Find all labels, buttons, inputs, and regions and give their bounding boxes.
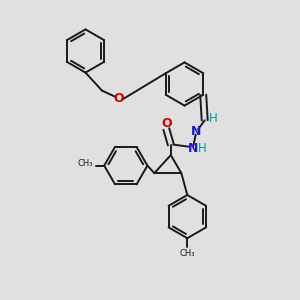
- Text: O: O: [161, 117, 172, 130]
- Text: H: H: [209, 112, 218, 125]
- Text: H: H: [198, 142, 207, 155]
- Text: N: N: [188, 142, 199, 155]
- Text: CH₃: CH₃: [77, 159, 93, 168]
- Text: CH₃: CH₃: [180, 249, 195, 258]
- Text: O: O: [113, 92, 124, 105]
- Text: N: N: [190, 125, 201, 138]
